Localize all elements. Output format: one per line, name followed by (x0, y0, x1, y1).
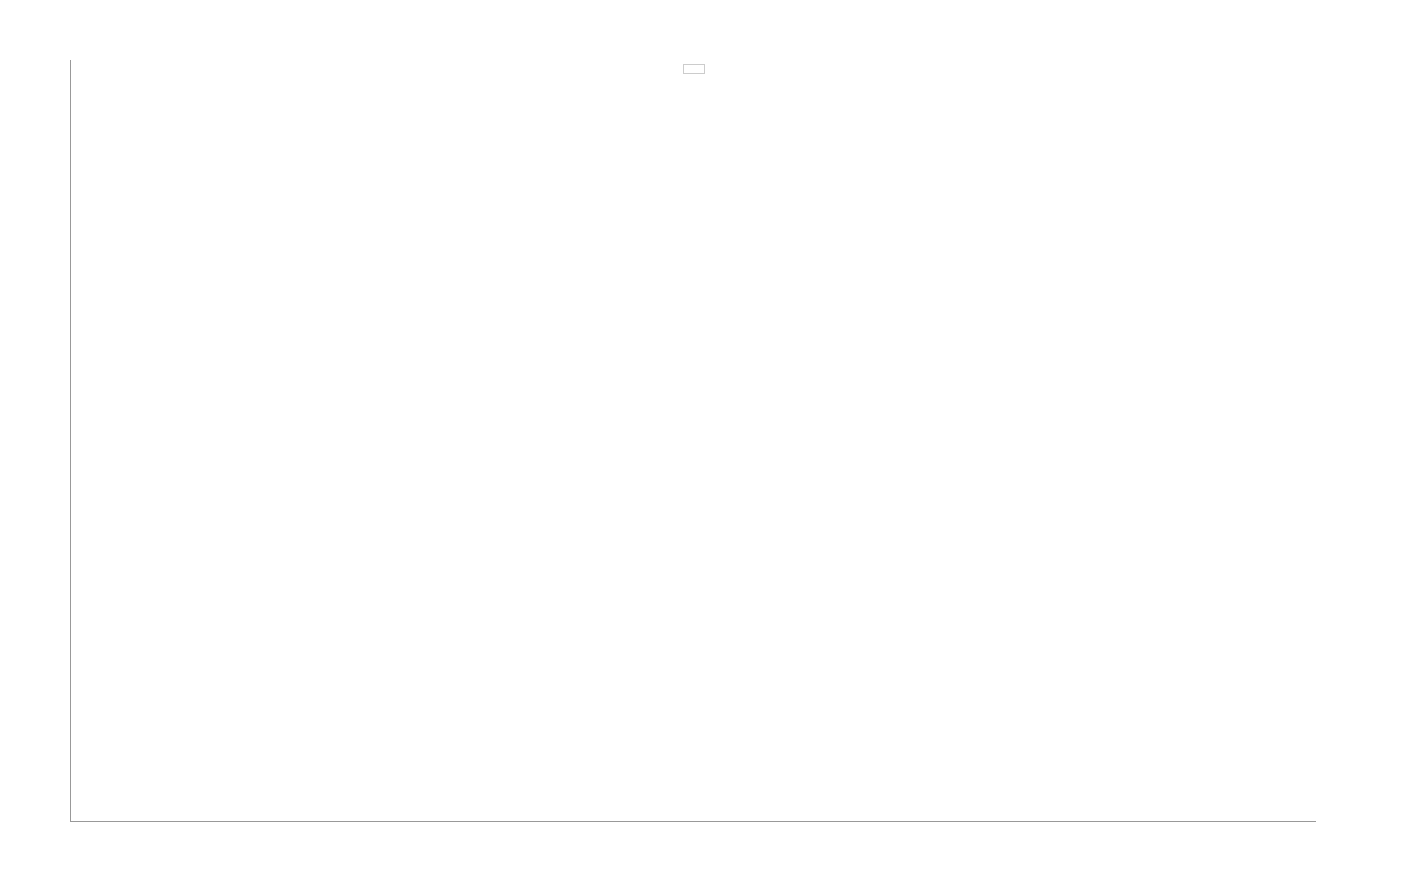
chart-container (20, 40, 1386, 852)
plot-area (70, 60, 1316, 822)
legend-stats (683, 64, 705, 74)
